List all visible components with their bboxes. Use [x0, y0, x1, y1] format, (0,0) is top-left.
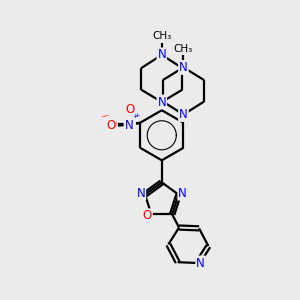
Text: O: O	[125, 103, 134, 116]
Text: ⁻: ⁻	[100, 114, 106, 124]
Text: N: N	[158, 48, 166, 62]
Text: ⁻: ⁻	[103, 113, 109, 123]
Text: ⁺: ⁺	[134, 113, 139, 123]
Text: CH₃: CH₃	[174, 44, 193, 54]
Text: N: N	[179, 61, 188, 74]
Text: N: N	[124, 118, 133, 132]
Text: O: O	[108, 118, 117, 131]
Text: N: N	[158, 95, 166, 109]
Text: N: N	[179, 108, 188, 121]
Text: CH₃: CH₃	[152, 31, 171, 41]
Text: O: O	[106, 119, 115, 132]
Text: N: N	[196, 256, 205, 269]
Text: ⁺: ⁺	[132, 114, 138, 124]
Text: O: O	[142, 209, 152, 222]
Text: O: O	[124, 103, 134, 116]
Text: N: N	[178, 187, 187, 200]
Text: N: N	[136, 187, 145, 200]
Text: N: N	[126, 118, 135, 131]
